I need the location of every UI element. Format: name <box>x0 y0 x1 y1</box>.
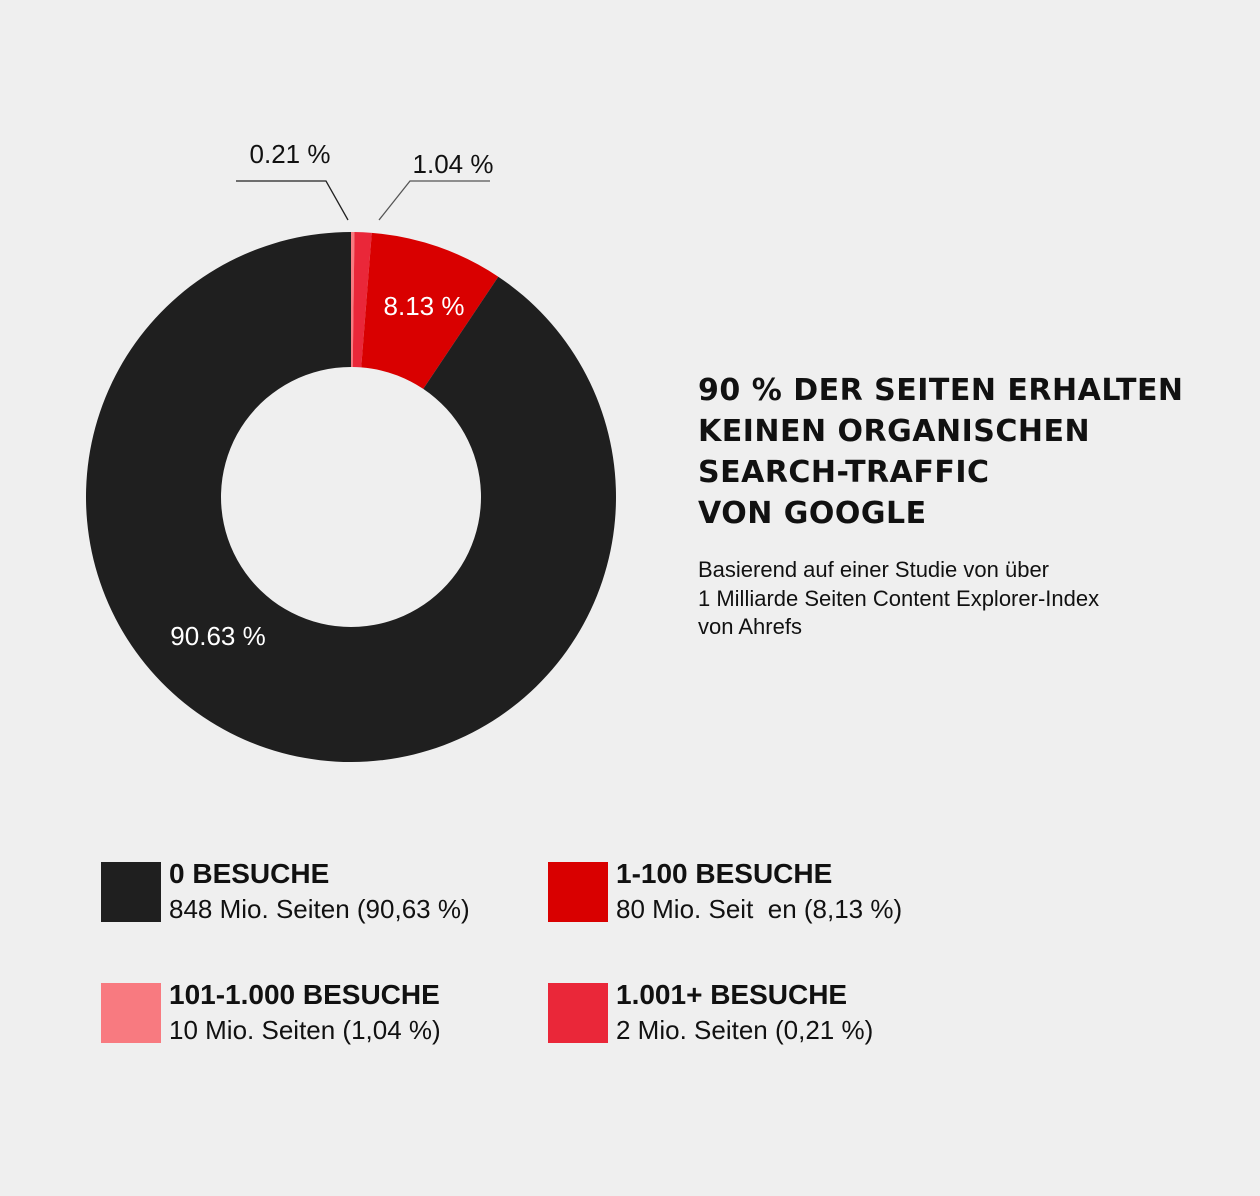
donut-slice-0 <box>351 232 355 368</box>
legend-text: 2 Mio. Seiten (0,21 %) <box>616 1015 874 1045</box>
chart-subtitle: Basierend auf einer Studie von über 1 Mi… <box>698 556 1099 642</box>
title-line: VON GOOGLE <box>698 496 927 531</box>
leader-line-0-21 <box>236 180 349 221</box>
legend-swatch <box>548 862 608 922</box>
title-line: SEARCH-TRAFFIC <box>698 455 990 490</box>
chart-title: 90 % DER SEITEN ERHALTEN KEINEN ORGANISC… <box>698 370 1184 534</box>
legend-swatch <box>548 983 608 1043</box>
subtitle-line: 1 Milliarde Seiten Content Explorer-Inde… <box>698 585 1100 611</box>
title-line: KEINEN ORGANISCHEN <box>698 414 1091 449</box>
donut-slice-2 <box>361 232 499 389</box>
legend-heading: 0 BESUCHE <box>169 858 330 889</box>
legend-swatch <box>101 862 161 922</box>
slice-label-90-63: 90.63 % <box>170 621 265 651</box>
subtitle-line: Basierend auf einer Studie von über <box>698 557 1050 582</box>
legend-text: 10 Mio. Seiten (1,04 %) <box>169 1015 441 1045</box>
legend-heading: 1-100 BESUCHE <box>616 858 833 889</box>
legend-text: 80 Mio. Seit en (8,13 %) <box>616 894 903 924</box>
legend-heading: 1.001+ BESUCHE <box>616 979 848 1010</box>
slice-label-1-04: 1.04 % <box>413 149 494 179</box>
legend-swatch <box>101 983 161 1043</box>
donut-chart: 0.21 % 1.04 % 8.13 % 90.63 % <box>85 139 616 762</box>
donut-slice-1 <box>352 232 372 368</box>
slice-label-8-13: 8.13 % <box>384 291 465 321</box>
legend-heading: 101-1.000 BESUCHE <box>169 979 440 1010</box>
donut-slice-3 <box>85 232 616 762</box>
legend-text: 848 Mio. Seiten (90,63 %) <box>169 894 470 924</box>
subtitle-line: von Ahrefs <box>698 614 802 639</box>
title-line: 90 % DER SEITEN ERHALTEN <box>698 373 1184 408</box>
slice-label-0-21: 0.21 % <box>250 139 331 169</box>
leader-line-1-04 <box>378 180 490 221</box>
